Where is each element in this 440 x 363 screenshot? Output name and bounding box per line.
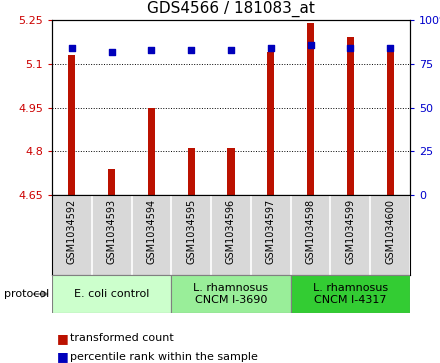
Text: GSM1034600: GSM1034600 <box>385 199 395 264</box>
Text: GSM1034596: GSM1034596 <box>226 199 236 264</box>
Bar <box>386 52 394 195</box>
Text: GSM1034595: GSM1034595 <box>186 199 196 264</box>
Text: GSM1034592: GSM1034592 <box>67 199 77 264</box>
Text: protocol: protocol <box>4 289 50 299</box>
Text: L. rhamnosus
CNCM I-4317: L. rhamnosus CNCM I-4317 <box>313 283 388 305</box>
Text: ■: ■ <box>56 332 68 345</box>
Text: GSM1034597: GSM1034597 <box>266 199 276 264</box>
Point <box>68 45 75 51</box>
Bar <box>307 23 314 195</box>
Bar <box>291 275 410 313</box>
Bar <box>187 148 195 195</box>
Text: GSM1034593: GSM1034593 <box>106 199 117 264</box>
Text: GSM1034598: GSM1034598 <box>305 199 315 264</box>
Text: transformed count: transformed count <box>70 333 173 343</box>
Point <box>347 45 354 51</box>
Text: GSM1034599: GSM1034599 <box>345 199 356 264</box>
Bar <box>347 37 354 195</box>
Text: GSM1034594: GSM1034594 <box>147 199 157 264</box>
Text: percentile rank within the sample: percentile rank within the sample <box>70 351 257 362</box>
Text: ■: ■ <box>56 350 68 363</box>
Point <box>307 42 314 48</box>
Point <box>227 47 235 53</box>
Point <box>108 49 115 54</box>
Point <box>267 45 274 51</box>
Bar <box>148 107 155 195</box>
Bar <box>267 52 275 195</box>
Bar <box>227 148 235 195</box>
Point <box>148 47 155 53</box>
Bar <box>108 169 115 195</box>
Text: L. rhamnosus
CNCM I-3690: L. rhamnosus CNCM I-3690 <box>194 283 268 305</box>
Bar <box>68 55 76 195</box>
Title: GDS4566 / 181083_at: GDS4566 / 181083_at <box>147 1 315 17</box>
Bar <box>52 275 171 313</box>
Point <box>188 47 195 53</box>
Point <box>387 45 394 51</box>
Bar <box>171 275 291 313</box>
Text: E. coli control: E. coli control <box>74 289 149 299</box>
